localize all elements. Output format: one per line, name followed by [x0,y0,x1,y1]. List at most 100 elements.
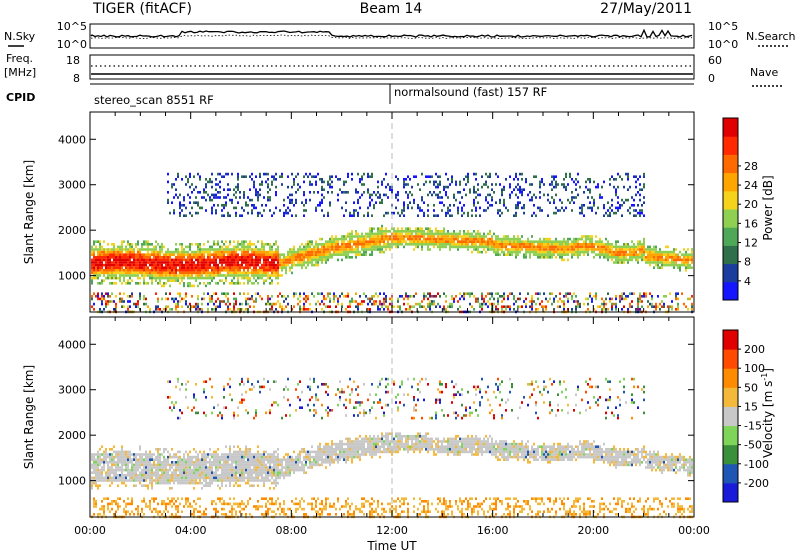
power-cell [91,297,93,301]
power-cell [531,300,533,303]
power-cell [381,180,383,184]
power-cell [621,248,623,251]
velocity-cell [93,466,95,469]
power-cell [373,240,375,243]
power-cell [381,302,383,306]
power-cell [135,271,137,275]
power-cell [655,302,657,306]
power-cell [121,282,123,285]
power-cell [501,245,503,249]
power-cell [369,243,371,246]
power-cell [205,209,207,212]
power-cell [333,292,335,295]
power-cell [119,300,121,303]
power-cell [387,196,389,199]
power-cell [167,248,169,251]
velocity-cell [135,466,137,469]
power-cell [609,211,611,215]
power-cell [229,240,231,243]
power-cell [559,256,561,259]
power-cell [249,253,251,256]
power-cell [419,206,421,210]
power-cell [269,243,271,246]
power-cell [413,305,415,308]
power-cell [127,243,129,246]
power-cell [209,274,211,277]
power-cell [369,245,371,249]
velocity-cell [139,445,141,448]
power-cell [607,250,609,254]
power-cell [325,248,327,251]
power-cell [665,295,667,298]
power-cell [281,266,283,269]
power-cell [255,279,257,282]
power-cell [617,245,619,249]
power-cell [597,253,599,256]
power-cell [643,250,645,254]
power-cell [383,292,385,295]
power-cell [289,193,291,197]
power-cell [331,237,333,241]
power-cell [247,250,249,254]
power-cell [525,248,527,251]
power-cell [195,271,197,275]
power-cell [259,172,261,176]
power-cell [643,196,645,199]
power-cell [255,292,257,295]
power-cell [623,297,625,301]
power-cell [289,261,291,264]
power-cell [155,258,157,262]
power-cell [225,201,227,204]
power-cell [243,243,245,246]
power-cell [163,245,165,249]
power-cell [133,256,135,259]
velocity-cell [149,466,151,469]
velocity-cell [101,507,103,511]
power-cell [123,256,125,259]
power-cell [443,204,445,207]
power-cell [575,243,577,246]
power-cell [501,243,503,246]
power-cell [219,185,221,189]
power-cell [283,204,285,207]
power-cell [451,178,453,181]
power-cell [267,271,269,275]
velocity-cell [143,466,145,469]
power-cell [643,172,645,176]
power-cell [589,237,591,241]
power-cell [177,274,179,277]
power-cell [215,256,217,259]
power-cell [227,300,229,303]
power-cell [381,227,383,230]
power-cell [555,193,557,197]
power-cell [463,295,465,298]
power-cell [109,266,111,269]
power-cell [393,232,395,236]
velocity-cell [99,479,101,482]
power-cell [203,282,205,285]
power-cell [427,204,429,207]
power-cell [575,300,577,303]
power-cell [369,300,371,303]
power-cell [91,248,93,251]
power-cell [561,183,563,186]
power-cell [281,274,283,277]
velocity-cell [103,455,105,459]
power-cell [589,206,591,210]
power-cell [309,172,311,176]
velocity-cell [117,463,119,467]
velocity-cell [145,471,147,474]
power-cell [427,292,429,295]
power-cell [433,204,435,207]
power-cell [305,198,307,202]
power-cell [307,256,309,259]
power-cell [253,266,255,269]
power-cell [503,237,505,241]
power-cell [341,243,343,246]
power-cell [453,193,455,197]
power-cell [543,248,545,251]
power-cell [227,245,229,249]
power-cell [181,266,183,269]
power-cell [103,279,105,282]
power-cell [237,248,239,251]
